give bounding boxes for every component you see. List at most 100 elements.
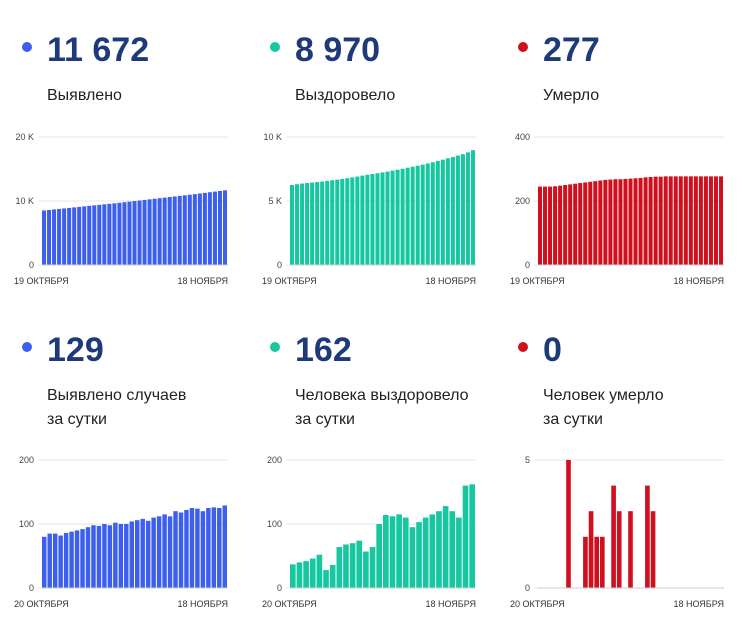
bar: [335, 179, 340, 265]
bar: [296, 562, 303, 588]
stat-label-line: Выявлено: [47, 87, 122, 104]
bar: [52, 209, 57, 265]
bar: [673, 176, 678, 265]
stat-label-line: за сутки: [295, 411, 355, 428]
bar: [96, 525, 102, 588]
bar: [469, 484, 475, 588]
bar: [449, 511, 456, 588]
stat-panel-detected-daily: 129 Выявлено случаев за сутки 0 100 200 20 …: [0, 300, 248, 609]
bar: [177, 195, 182, 265]
bar: [182, 195, 187, 265]
bar: [543, 186, 548, 265]
bar: [369, 547, 376, 588]
y-tick-label: 0: [525, 583, 530, 593]
bar: [455, 155, 460, 265]
bar: [340, 178, 345, 265]
bar: [222, 505, 227, 588]
bar: [588, 181, 593, 265]
bar: [375, 173, 380, 265]
x-tick-label-end: 18 НОЯБРЯ: [425, 276, 476, 286]
bar: [345, 178, 350, 265]
bar: [370, 173, 375, 265]
y-tick-label: 5 K: [268, 196, 282, 206]
bar: [162, 197, 167, 265]
x-tick-label-start: 19 ОКТЯБРЯ: [262, 276, 317, 286]
stat-value: 277: [543, 31, 600, 69]
y-tick-label: 200: [267, 455, 282, 465]
bar: [688, 176, 693, 265]
stat-label-line: за сутки: [543, 411, 603, 428]
bar: [211, 507, 217, 588]
stat-value: 0: [543, 331, 562, 369]
bar-chart-recovered-total: 0 5 K 10 K 19 ОКТЯБРЯ 18 НОЯБРЯ: [262, 132, 476, 286]
bar: [127, 201, 132, 265]
stat-label-line: Выздоровело: [295, 87, 396, 104]
bar: [718, 176, 723, 265]
bar: [638, 177, 643, 265]
bar-chart-deaths-total: 0 200 400 19 ОКТЯБРЯ 18 НОЯБРЯ: [510, 132, 724, 286]
bar: [573, 183, 578, 265]
x-tick-label-start: 20 ОКТЯБРЯ: [262, 599, 317, 609]
bar: [197, 193, 202, 265]
bar: [343, 544, 349, 588]
bar: [429, 514, 436, 588]
bar: [422, 517, 429, 588]
y-tick-label: 0: [525, 260, 530, 270]
stat-value: 11 672: [47, 31, 150, 69]
status-dot: [270, 42, 280, 52]
bar: [623, 178, 628, 265]
bar: [616, 511, 622, 588]
bar: [380, 172, 385, 265]
bar: [402, 517, 409, 588]
bar: [456, 517, 462, 588]
bar: [57, 208, 62, 265]
bar: [178, 512, 184, 588]
bar: [633, 178, 638, 265]
bar: [315, 182, 320, 265]
status-dot: [22, 42, 32, 52]
bar: [323, 570, 329, 588]
bar: [295, 184, 300, 265]
bar: [603, 179, 608, 265]
bar: [167, 197, 172, 265]
stat-value: 162: [295, 331, 352, 369]
bar: [200, 511, 206, 588]
stat-label: Умерло: [543, 84, 599, 108]
stat-label-line: Человека выздоровело: [295, 387, 469, 404]
x-tick-label-start: 19 ОКТЯБРЯ: [14, 276, 69, 286]
bar: [430, 162, 435, 265]
bar: [548, 186, 553, 265]
bar: [187, 194, 192, 265]
bar: [202, 192, 207, 265]
bar: [91, 525, 96, 588]
x-tick-label-end: 18 НОЯБРЯ: [673, 599, 724, 609]
bar: [385, 171, 390, 265]
bar: [363, 551, 369, 588]
bar: [309, 558, 316, 588]
bar: [107, 525, 113, 588]
x-tick-label-start: 19 ОКТЯБРЯ: [510, 276, 565, 286]
bar-chart-deaths-daily: 0 5 20 ОКТЯБРЯ 18 НОЯБРЯ: [510, 455, 724, 609]
bar: [416, 522, 422, 588]
bar: [156, 516, 162, 588]
stat-label-line: Человек умерло: [543, 387, 664, 404]
status-dot: [270, 342, 280, 352]
stat-label: Выздоровело: [295, 84, 395, 108]
x-tick-label-end: 18 НОЯБРЯ: [673, 276, 724, 286]
bar: [708, 176, 713, 265]
bar: [383, 515, 389, 588]
bar: [663, 176, 668, 265]
stat-label-line: Умерло: [543, 87, 600, 104]
bar: [563, 185, 568, 265]
bar: [42, 536, 47, 588]
y-tick-label: 10 K: [263, 132, 282, 142]
bar: [142, 199, 147, 265]
bar: [415, 165, 420, 265]
bar: [713, 176, 718, 265]
bar: [698, 176, 703, 265]
bar: [172, 196, 177, 265]
x-tick-label-start: 20 ОКТЯБРЯ: [510, 599, 565, 609]
bar: [436, 511, 442, 588]
bar: [137, 200, 142, 265]
bar: [611, 485, 616, 588]
